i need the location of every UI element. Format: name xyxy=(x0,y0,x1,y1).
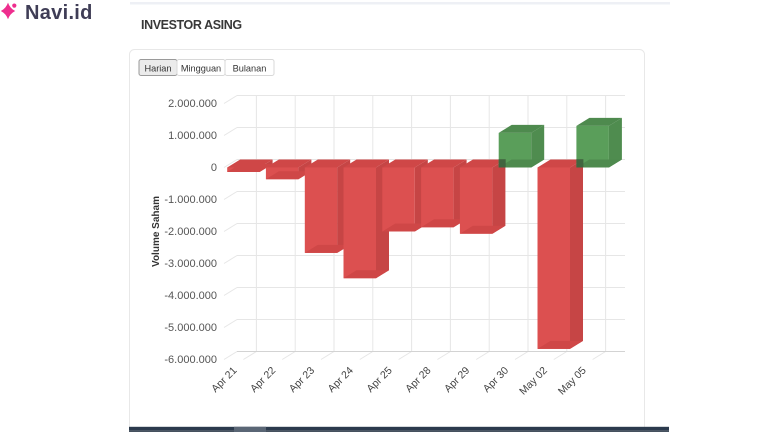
svg-text:Bulanan: Bulanan xyxy=(233,64,267,74)
svg-text:Apr 23: Apr 23 xyxy=(287,365,317,395)
svg-text:Navi.id: Navi.id xyxy=(25,2,93,24)
svg-text:Apr 21: Apr 21 xyxy=(209,365,239,395)
svg-text:Volume Saham: Volume Saham xyxy=(151,196,162,267)
svg-text:Apr 29: Apr 29 xyxy=(442,365,472,395)
svg-text:Apr 25: Apr 25 xyxy=(364,365,394,395)
svg-text:Apr 24: Apr 24 xyxy=(326,365,356,395)
svg-text:Mingguan: Mingguan xyxy=(181,64,221,74)
svg-text:INVESTOR ASING: INVESTOR ASING xyxy=(141,18,242,32)
svg-text:2.000.000: 2.000.000 xyxy=(168,98,217,110)
svg-text:May 05: May 05 xyxy=(556,365,589,398)
svg-text:-3.000.000: -3.000.000 xyxy=(164,258,217,270)
svg-text:-6.000.000: -6.000.000 xyxy=(164,354,217,366)
svg-text:May 02: May 02 xyxy=(517,365,550,398)
svg-text:Harian: Harian xyxy=(144,64,171,74)
svg-text:-1.000.000: -1.000.000 xyxy=(164,194,217,206)
svg-text:Apr 30: Apr 30 xyxy=(481,365,511,395)
svg-text:1.000.000: 1.000.000 xyxy=(168,130,217,142)
svg-text:Apr 28: Apr 28 xyxy=(403,365,433,395)
svg-text:-5.000.000: -5.000.000 xyxy=(164,322,217,334)
svg-text:-2.000.000: -2.000.000 xyxy=(164,226,217,238)
svg-text:Apr 22: Apr 22 xyxy=(248,365,278,395)
svg-text:-4.000.000: -4.000.000 xyxy=(164,290,217,302)
svg-text:0: 0 xyxy=(211,162,217,174)
